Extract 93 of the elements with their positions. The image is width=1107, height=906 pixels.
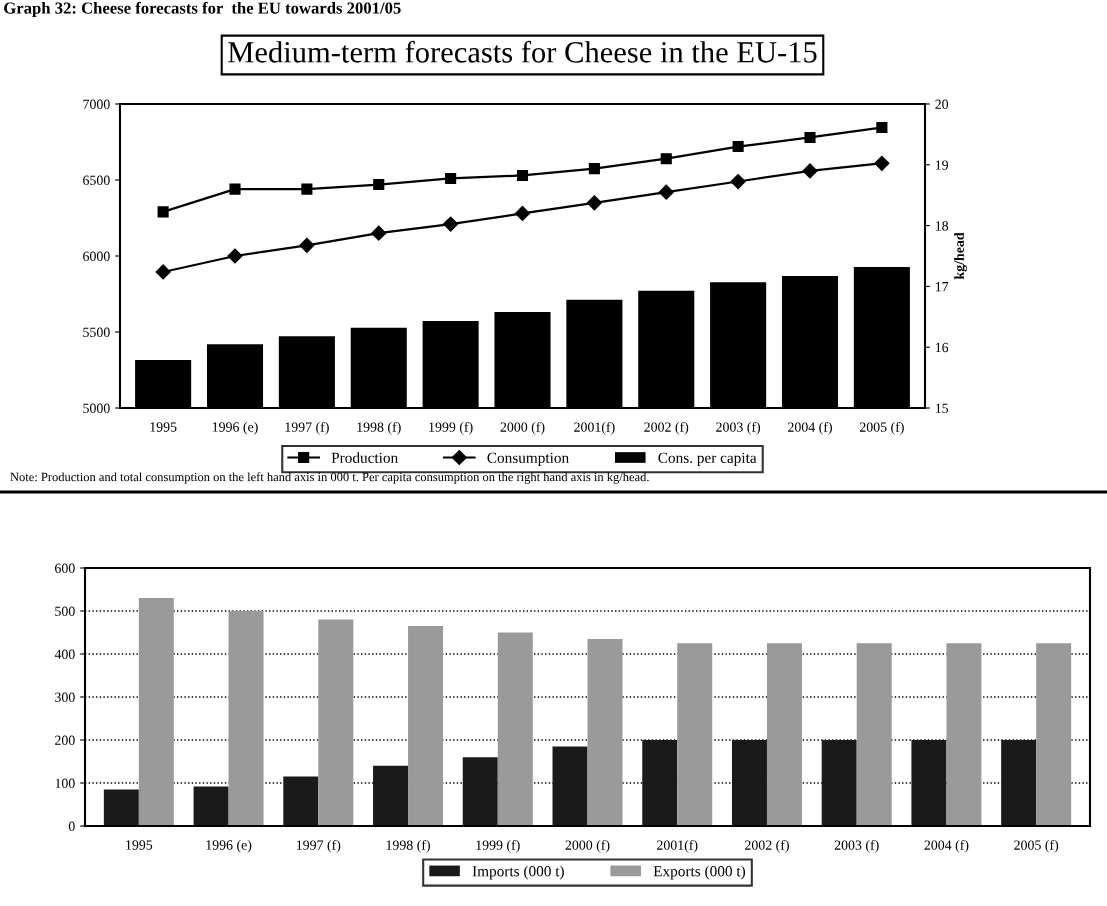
y-tick-label: 6500 (83, 175, 110, 185)
y2-tick-label: 16 (935, 342, 949, 353)
bar (462, 757, 498, 826)
chart-title: Medium-term forecasts for Cheese in the EU-15 (228, 40, 817, 63)
legend-label: Exports (000 t) (653, 865, 746, 880)
bar (1036, 643, 1072, 826)
legend-label: Production (331, 452, 398, 463)
point (730, 173, 746, 190)
bar (318, 619, 354, 826)
bar (911, 740, 947, 826)
x-tick-label: 2002 (f) (745, 839, 789, 853)
point (299, 237, 315, 253)
x-tick-label: 1997 (f) (296, 839, 341, 853)
bar (587, 638, 623, 826)
y-tick-label: 500 (55, 606, 75, 616)
point (804, 131, 816, 143)
point (660, 153, 672, 165)
bar (856, 643, 892, 826)
bar (408, 626, 444, 826)
point (157, 206, 169, 218)
point (227, 248, 243, 264)
y-tick-label: 7000 (83, 99, 110, 109)
x-tick-label: 1996 (e) (212, 421, 258, 435)
bar (731, 740, 767, 826)
x-tick-label: 1995 (126, 840, 153, 850)
bar (497, 632, 533, 826)
point (874, 155, 890, 171)
x-tick-label: 2000 (f) (565, 839, 610, 853)
x-tick-label: 1998 (f) (357, 421, 401, 435)
y2-axis-title: kg/head (954, 232, 967, 280)
bar (373, 765, 409, 826)
bar (1001, 740, 1037, 826)
x-tick-label: 2001(f) (657, 839, 698, 853)
point (658, 184, 674, 200)
x-tick-label: 1996 (e) (206, 839, 252, 853)
point (371, 225, 387, 241)
point (514, 205, 531, 222)
x-tick-label: 1999 (f) (476, 839, 520, 853)
y-tick-label: 100 (55, 778, 75, 788)
y-tick-label: 0 (68, 821, 75, 831)
bar (766, 643, 802, 826)
bar (642, 740, 678, 826)
y2-tick-label: 17 (935, 282, 949, 292)
point (586, 195, 602, 211)
bar (946, 643, 982, 826)
x-tick-label: 1995 (150, 422, 177, 432)
bar (552, 746, 588, 826)
point (732, 141, 744, 153)
caption: Graph 32: Cheese forecasts for the EU towards 2001/05 (4, 1, 401, 18)
point (516, 169, 529, 181)
point (876, 122, 888, 134)
y-tick-label: 200 (55, 735, 75, 745)
point (301, 183, 313, 195)
x-tick-label: 2000 (f) (500, 421, 545, 435)
y2-tick-label: 20 (935, 99, 949, 109)
x-tick-label: 1998 (f) (386, 839, 430, 853)
x-tick-label: 2005 (f) (859, 421, 904, 435)
x-tick-label: 1999 (f) (429, 421, 473, 435)
y2-tick-label: 15 (935, 403, 949, 413)
legend-label: Cons. per capita (658, 452, 757, 467)
text: Note: Production and total consumption on the left hand axis in 000 t. Per capita consumption on the right hand axis in kg/head. (10, 472, 649, 484)
bar (228, 611, 264, 826)
point (588, 163, 600, 175)
bar (821, 740, 857, 826)
x-tick-label: 2005 (f) (1014, 839, 1059, 853)
y-tick-label: 300 (55, 692, 75, 702)
x-tick-label: 2004 (f) (788, 421, 832, 435)
x-tick-label: 2002 (f) (644, 421, 689, 435)
bar (193, 786, 229, 826)
y-tick-label: 6000 (83, 251, 110, 261)
bar (283, 776, 319, 826)
point (373, 179, 385, 191)
point (229, 183, 241, 195)
y-tick-label: 5500 (83, 327, 110, 337)
y2-tick-label: 19 (935, 160, 949, 170)
x-tick-label: 2004 (f) (924, 839, 969, 853)
point (155, 264, 171, 280)
point (443, 216, 459, 232)
legend-label: Consumption (487, 452, 569, 467)
y2-tick-label: 18 (935, 221, 949, 231)
bar (103, 789, 139, 826)
x-tick-label: 1997 (f) (285, 421, 329, 435)
bar (138, 598, 174, 826)
point (445, 172, 457, 185)
x-tick-label: 2003 (f) (716, 421, 761, 435)
point (802, 163, 818, 179)
bar (677, 643, 713, 826)
legend-label: Imports (000 t) (472, 865, 564, 880)
y-tick-label: 5000 (83, 403, 110, 413)
x-tick-label: 2001(f) (574, 421, 615, 435)
y-tick-label: 400 (54, 649, 75, 659)
y-tick-label: 600 (55, 563, 75, 573)
x-tick-label: 2003 (f) (834, 839, 879, 853)
